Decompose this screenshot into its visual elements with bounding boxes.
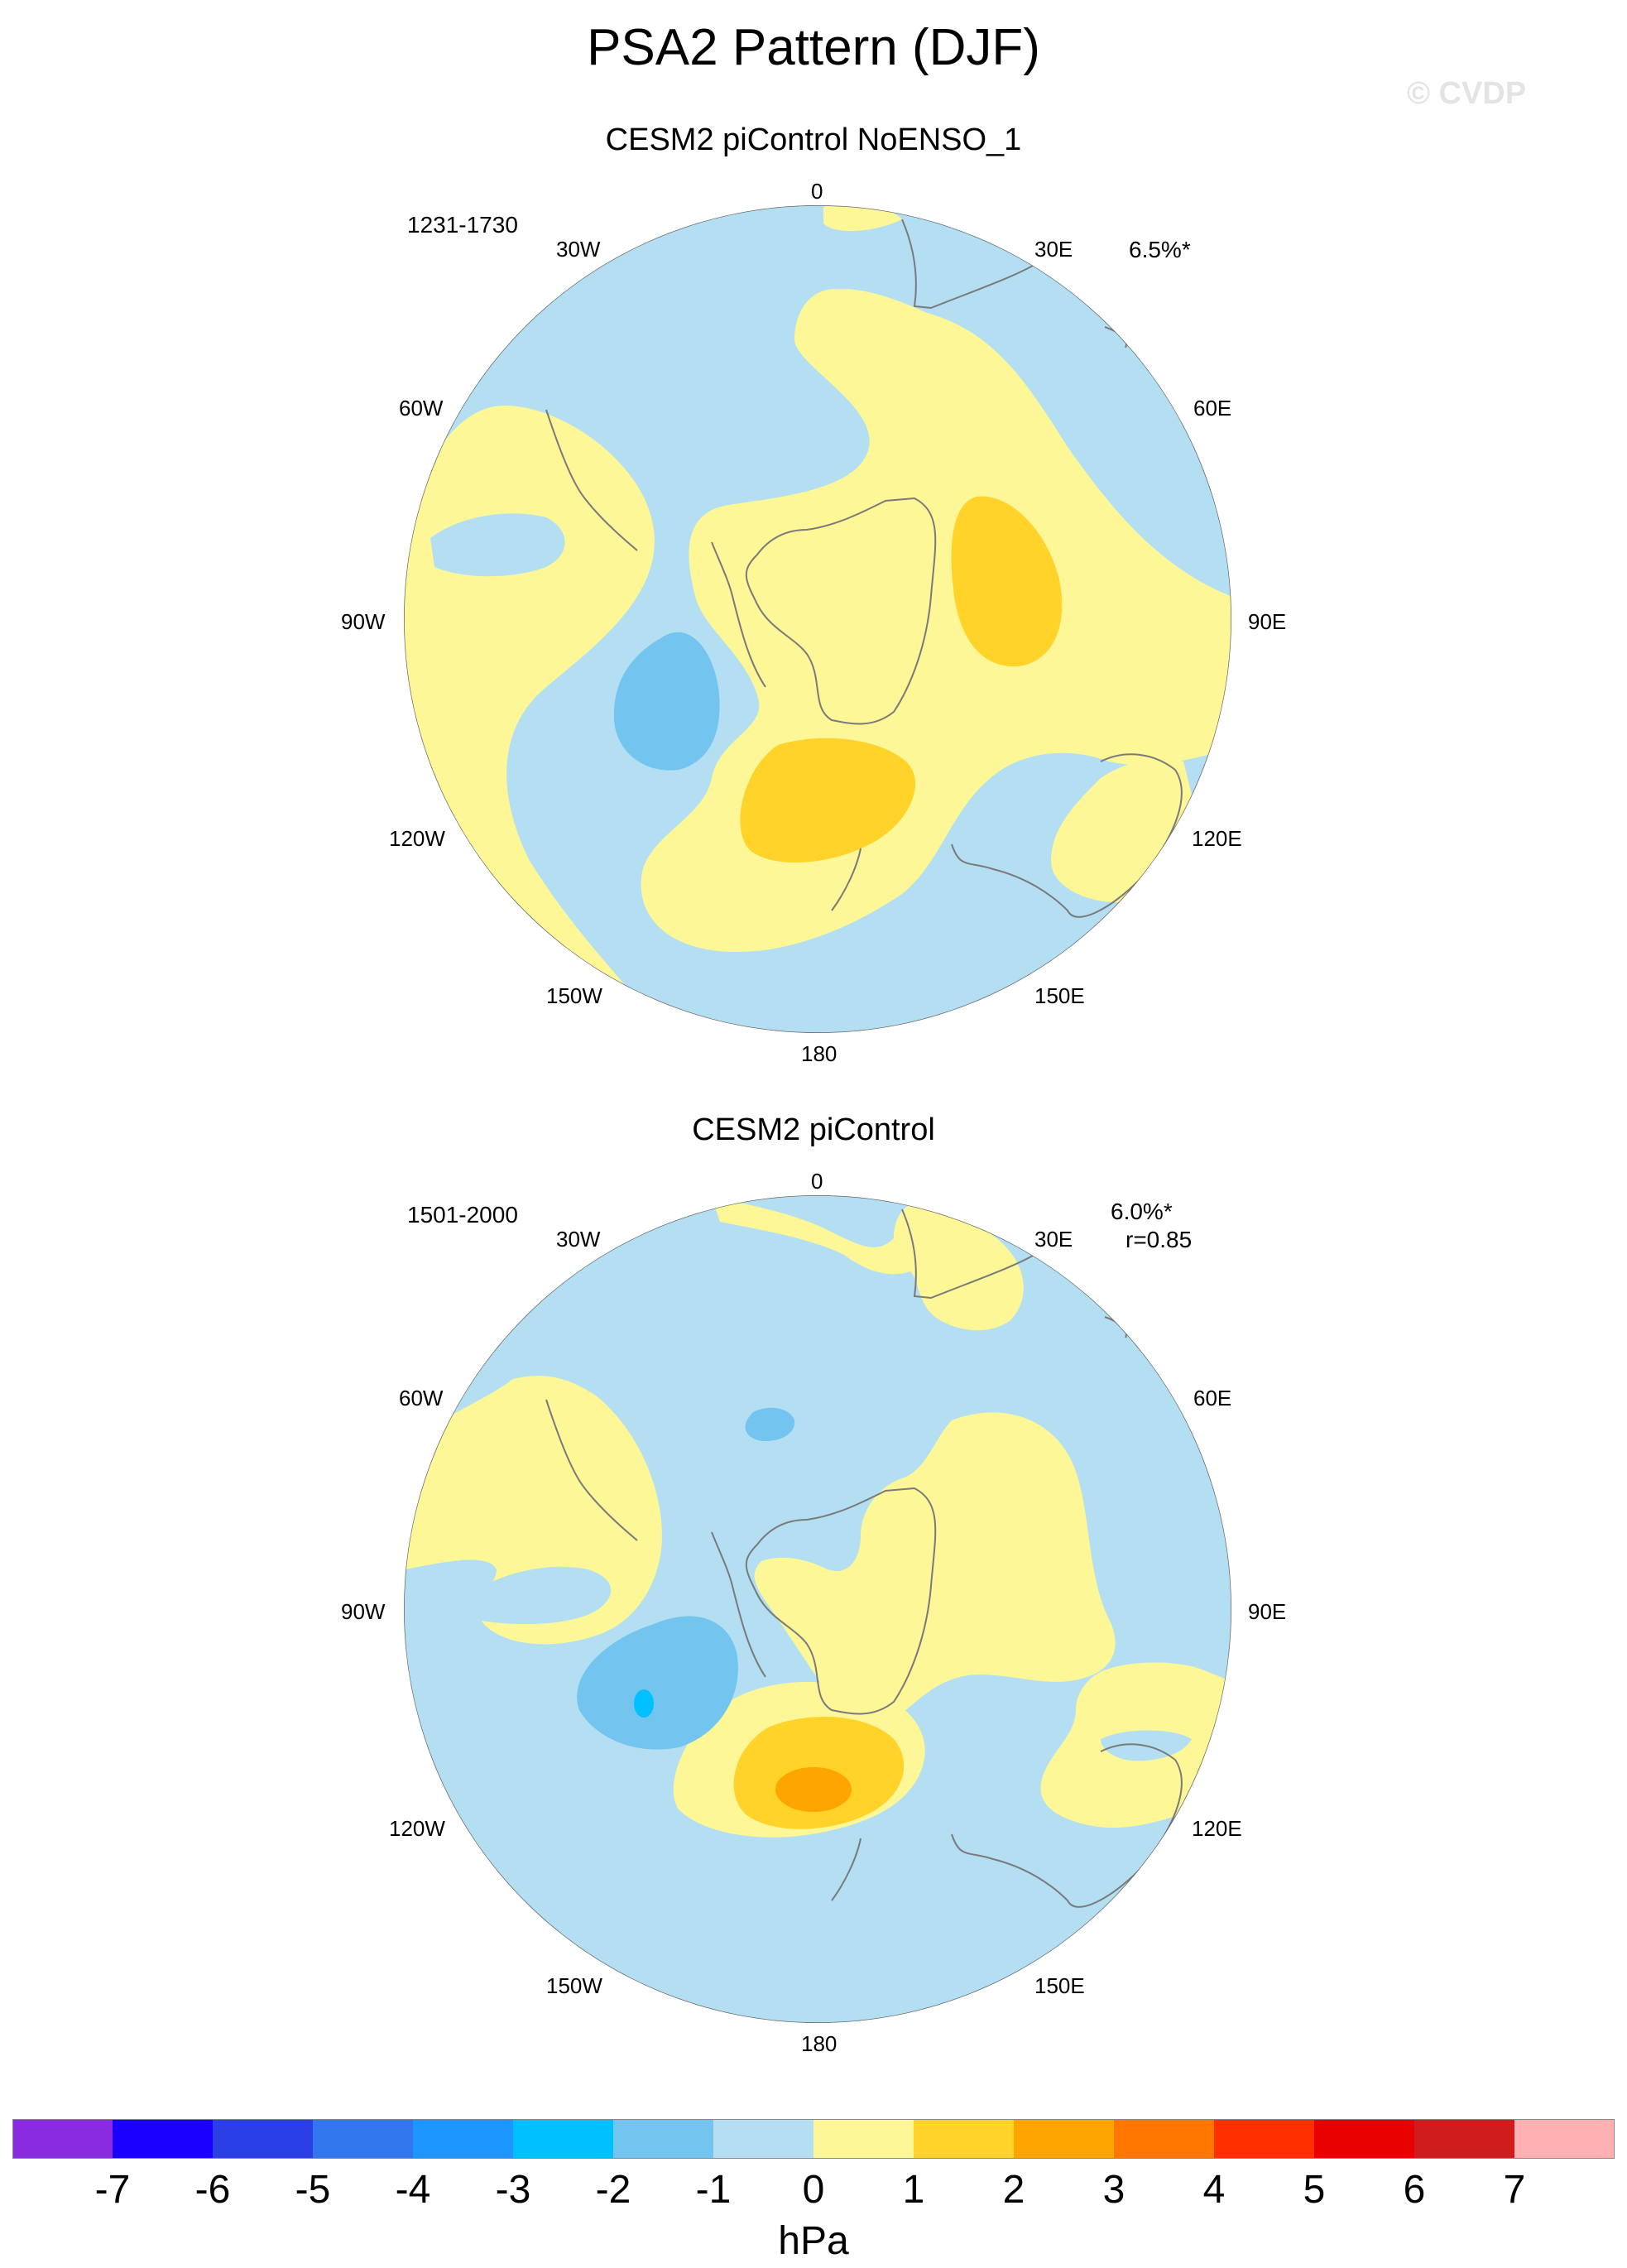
colorbar-tick-label: -6 — [194, 2168, 231, 2212]
colorbar-tick-label: -1 — [695, 2168, 732, 2212]
colorbar-swatch — [313, 2119, 414, 2159]
colorbar-tick-label: 1 — [902, 2168, 925, 2212]
colorbar-swatch — [413, 2119, 514, 2159]
negative-anomaly-core — [634, 1689, 654, 1718]
polar-map-noenso — [404, 205, 1231, 1033]
lon-label-150w: 150W — [546, 1973, 602, 1998]
lon-label-60e: 60E — [1193, 1386, 1232, 1410]
panel-pct-variance-picontrol: 6.0%* — [1111, 1199, 1173, 1224]
negative-anomaly-cell — [577, 1616, 738, 1750]
colorbar-swatch — [12, 2119, 113, 2159]
lon-label-60w: 60W — [399, 396, 444, 420]
colorbar-tick-label: -7 — [94, 2168, 131, 2212]
lon-label-120w: 120W — [389, 826, 445, 851]
coastlines — [545, 219, 1183, 918]
colorbar-tick-label: -5 — [295, 2168, 331, 2212]
colorbar-swatch — [1114, 2119, 1215, 2159]
lon-label-120w: 120W — [389, 1816, 445, 1841]
positive-anomaly-region-north — [712, 1197, 1024, 1331]
colorbar-border — [12, 2119, 1615, 2159]
lon-label-150e: 150E — [1034, 983, 1085, 1008]
colorbar-tick-label: -3 — [495, 2168, 531, 2212]
lon-label-30w: 30W — [556, 237, 601, 262]
lon-label-0: 0 — [811, 179, 823, 204]
lon-label-120e: 120E — [1192, 1816, 1242, 1841]
polar-map-picontrol — [404, 1195, 1231, 2023]
colorbar-tick-label: 2 — [1002, 2168, 1025, 2212]
panel-title-picontrol: CESM2 piControl — [692, 1112, 935, 1147]
negative-anomaly-patch-southamerica — [430, 513, 565, 577]
colorbar-units: hPa — [778, 2219, 849, 2263]
positive-anomaly-region-antarctica — [754, 1412, 1116, 1721]
lon-label-0: 0 — [811, 1169, 823, 1194]
colorbar-tick-label: 5 — [1303, 2168, 1326, 2212]
negative-anomaly-cell — [613, 632, 720, 771]
colorbar-swatch — [113, 2119, 214, 2159]
panel-pct-variance-noenso: 6.5%* — [1129, 237, 1191, 262]
colorbar-swatch — [1414, 2119, 1515, 2159]
panel-pattern-correlation: r=0.85 — [1125, 1227, 1193, 1252]
panel-years-picontrol: 1501-2000 — [407, 1202, 518, 1228]
lon-label-120e: 120E — [1192, 826, 1242, 851]
colorbar-swatch — [914, 2119, 1015, 2159]
colorbar-swatch — [1214, 2119, 1315, 2159]
lon-label-30e: 30E — [1034, 237, 1073, 262]
colorbar — [12, 2119, 1615, 2159]
panel-years-noenso: 1231-1730 — [407, 212, 518, 238]
colorbar-swatch — [513, 2119, 614, 2159]
colorbar-swatch — [713, 2119, 814, 2159]
lon-label-60e: 60E — [1193, 396, 1232, 420]
cvdp-watermark: © CVDP — [1407, 76, 1527, 111]
lon-label-90w: 90W — [341, 609, 386, 634]
lon-label-30e: 30E — [1034, 1227, 1073, 1252]
colorbar-swatch — [1014, 2119, 1115, 2159]
colorbar-swatch — [814, 2119, 914, 2159]
colorbar-swatch — [613, 2119, 714, 2159]
negative-anomaly-patch-west — [463, 1566, 612, 1625]
colorbar-tick-label: 6 — [1403, 2168, 1426, 2212]
colorbar-tick-label: 3 — [1102, 2168, 1125, 2212]
lon-label-30w: 30W — [556, 1227, 601, 1252]
lon-label-180: 180 — [801, 1041, 837, 1066]
positive-anomaly-cell-indian — [951, 496, 1063, 667]
coastlines — [545, 1208, 1183, 1908]
colorbar-tick-label: 0 — [802, 2168, 825, 2212]
lon-label-90w: 90W — [341, 1599, 386, 1624]
negative-anomaly-cell-small — [745, 1407, 795, 1441]
colorbar-tick-label: -4 — [395, 2168, 431, 2212]
lon-label-60w: 60W — [399, 1386, 444, 1410]
colorbar-tick-label: -2 — [595, 2168, 631, 2212]
figure-title: PSA2 Pattern (DJF) — [587, 19, 1040, 76]
colorbar-swatch — [1314, 2119, 1415, 2159]
colorbar-swatch — [213, 2119, 314, 2159]
lon-label-180: 180 — [801, 2031, 837, 2056]
panel-title-noenso: CESM2 piControl NoENSO_1 — [605, 123, 1022, 157]
lon-label-90e: 90E — [1248, 609, 1287, 634]
lon-label-150e: 150E — [1034, 1973, 1085, 1998]
lon-label-90e: 90E — [1248, 1599, 1287, 1624]
colorbar-tick-label: 4 — [1202, 2168, 1226, 2212]
positive-anomaly-cell-pacific — [740, 738, 916, 863]
positive-anomaly-core — [775, 1767, 852, 1812]
colorbar-tick-label: 7 — [1503, 2168, 1526, 2212]
lon-label-150w: 150W — [546, 983, 602, 1008]
colorbar-swatch — [1514, 2119, 1615, 2159]
